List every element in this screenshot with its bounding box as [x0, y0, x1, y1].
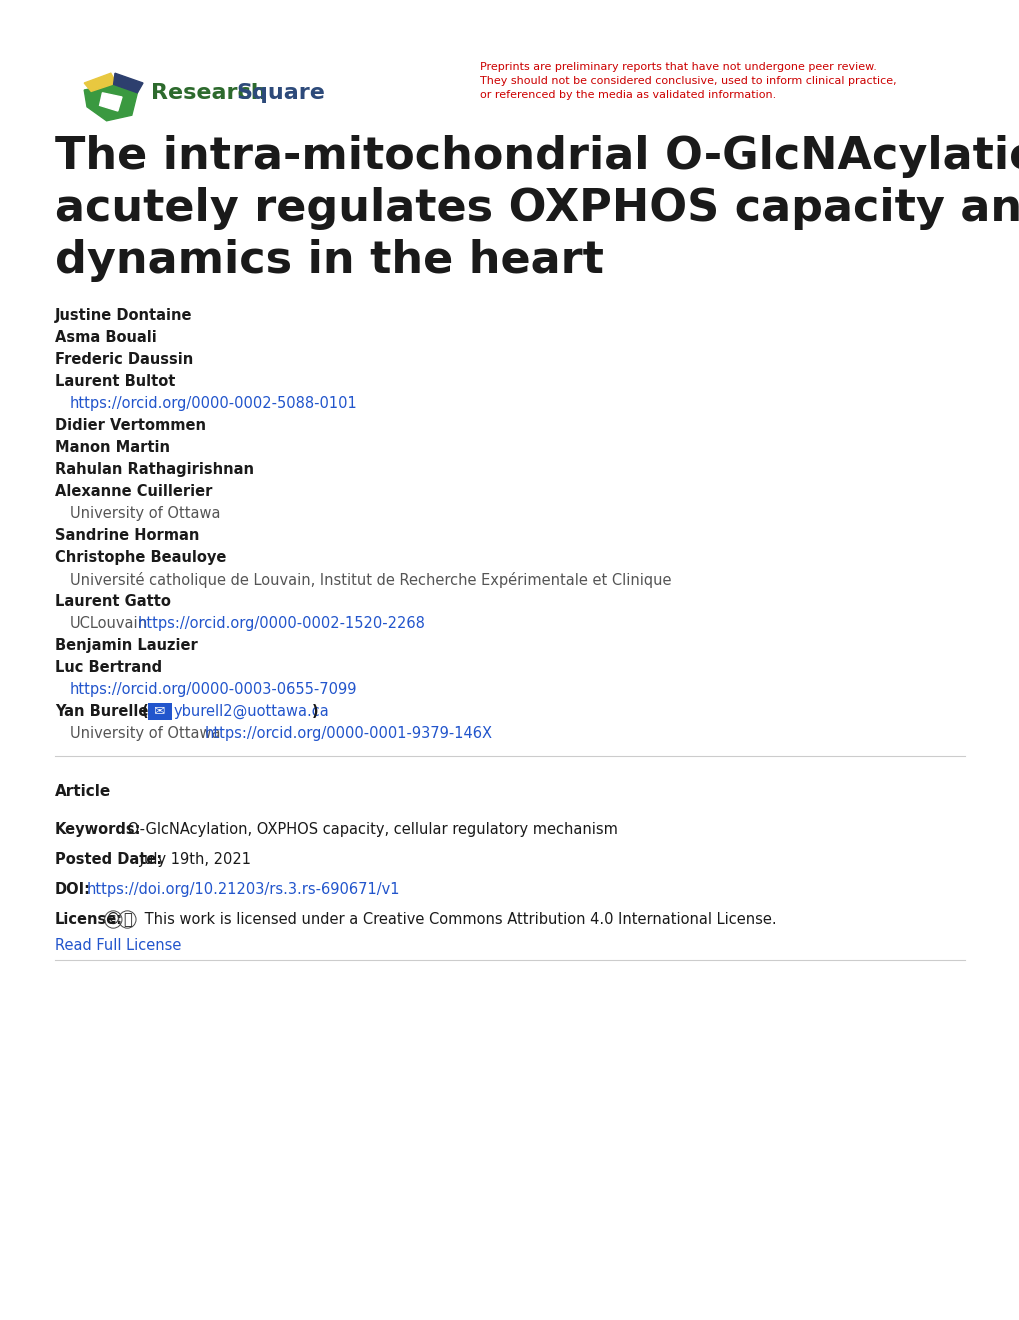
Polygon shape: [113, 73, 143, 92]
Text: Keywords:: Keywords:: [55, 822, 142, 837]
Text: Frederic Daussin: Frederic Daussin: [55, 352, 193, 367]
Text: The intra-mitochondrial O-GlcNAcylation system: The intra-mitochondrial O-GlcNAcylation …: [55, 135, 1019, 178]
Text: Posted Date:: Posted Date:: [55, 851, 162, 867]
Text: O-GlcNAcylation, OXPHOS capacity, cellular regulatory mechanism: O-GlcNAcylation, OXPHOS capacity, cellul…: [123, 822, 618, 837]
Text: Rahulan Rathagirishnan: Rahulan Rathagirishnan: [55, 462, 254, 477]
Text: Laurent Gatto: Laurent Gatto: [55, 594, 171, 609]
Text: acutely regulates OXPHOS capacity and ROS: acutely regulates OXPHOS capacity and RO…: [55, 187, 1019, 230]
Text: Alexanne Cuillerier: Alexanne Cuillerier: [55, 484, 212, 499]
Text: ⓘ: ⓘ: [123, 912, 131, 927]
Text: Asma Bouali: Asma Bouali: [55, 330, 157, 345]
Polygon shape: [100, 92, 122, 111]
Text: Research: Research: [151, 83, 274, 103]
Polygon shape: [85, 73, 116, 91]
Text: yburell2@uottawa.ca: yburell2@uottawa.ca: [174, 704, 329, 719]
Text: Benjamin Lauzier: Benjamin Lauzier: [55, 638, 198, 653]
Text: Université catholique de Louvain, Institut de Recherche Expérimentale et Cliniqu: Université catholique de Louvain, Instit…: [70, 572, 671, 587]
Text: Read Full License: Read Full License: [55, 939, 181, 953]
Text: This work is licensed under a Creative Commons Attribution 4.0 International Lic: This work is licensed under a Creative C…: [140, 912, 775, 927]
Text: https://orcid.org/0000-0003-0655-7099: https://orcid.org/0000-0003-0655-7099: [70, 682, 357, 697]
Text: ✉: ✉: [150, 705, 169, 718]
Text: Laurent Bultot: Laurent Bultot: [55, 374, 175, 389]
Text: https://orcid.org/0000-0001-9379-146X: https://orcid.org/0000-0001-9379-146X: [205, 726, 492, 741]
Text: University of Ottawa: University of Ottawa: [70, 506, 220, 521]
Text: University of Ottawa: University of Ottawa: [70, 726, 220, 741]
Text: ©: ©: [106, 912, 120, 927]
Text: https://orcid.org/0000-0002-1520-2268: https://orcid.org/0000-0002-1520-2268: [138, 616, 426, 631]
Text: Sandrine Horman: Sandrine Horman: [55, 528, 199, 543]
Text: Yan Burelle: Yan Burelle: [55, 704, 148, 719]
Text: Square: Square: [236, 83, 325, 103]
Text: (: (: [142, 704, 149, 719]
Text: Luc Bertrand: Luc Bertrand: [55, 660, 162, 675]
Text: DOI:: DOI:: [55, 882, 91, 898]
Text: https://orcid.org/0000-0002-5088-0101: https://orcid.org/0000-0002-5088-0101: [70, 396, 358, 411]
Text: Article: Article: [55, 784, 111, 799]
Text: Preprints are preliminary reports that have not undergone peer review.
They shou: Preprints are preliminary reports that h…: [480, 62, 896, 100]
Text: dynamics in the heart: dynamics in the heart: [55, 239, 603, 282]
Text: https://doi.org/10.21203/rs.3.rs-690671/v1: https://doi.org/10.21203/rs.3.rs-690671/…: [87, 882, 400, 898]
Text: Justine Dontaine: Justine Dontaine: [55, 308, 193, 323]
Text: Christophe Beauloye: Christophe Beauloye: [55, 550, 226, 565]
Text: Manon Martin: Manon Martin: [55, 440, 170, 455]
Text: UCLouvain: UCLouvain: [70, 616, 148, 631]
Text: Didier Vertommen: Didier Vertommen: [55, 418, 206, 433]
Polygon shape: [85, 84, 138, 121]
Text: ): ): [312, 704, 318, 719]
Text: License:: License:: [55, 912, 123, 927]
Text: July 19th, 2021: July 19th, 2021: [135, 851, 251, 867]
